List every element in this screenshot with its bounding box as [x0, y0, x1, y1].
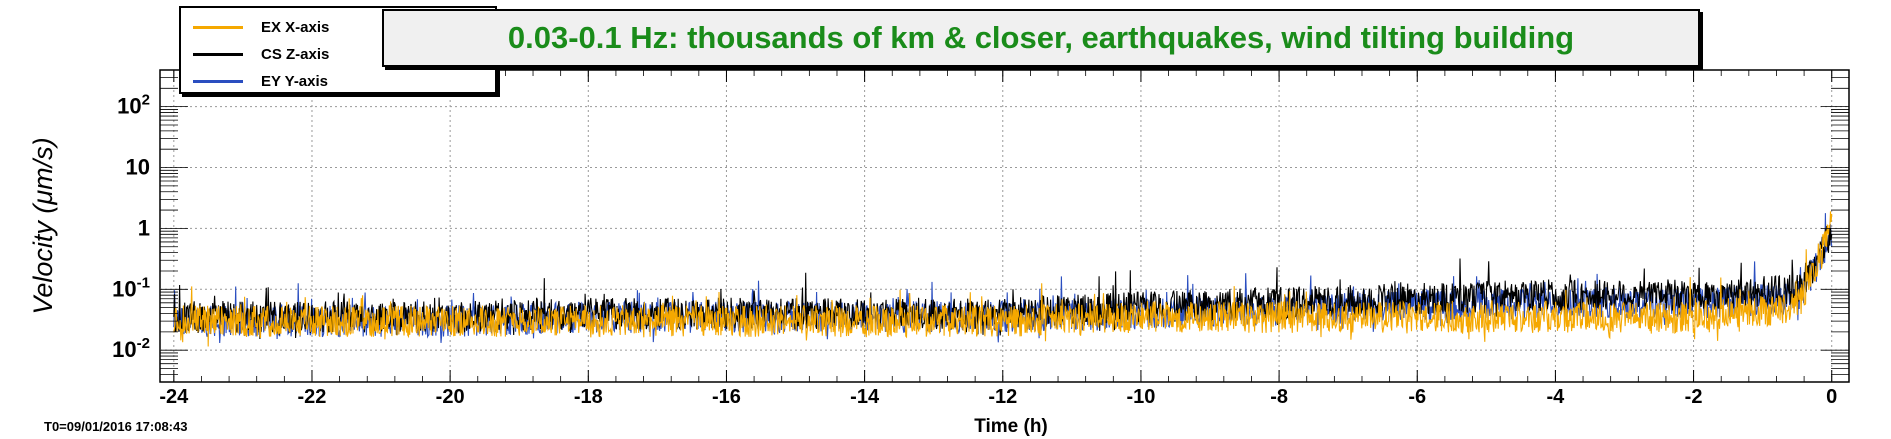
- x-tick-label: -20: [436, 386, 465, 408]
- x-tick-label: -4: [1547, 386, 1566, 408]
- x-tick-label: -22: [298, 386, 327, 408]
- x-tick-label: -10: [1126, 386, 1155, 408]
- legend-label-cs: CS Z-axis: [261, 45, 330, 63]
- x-tick-label: -14: [850, 386, 880, 408]
- x-tick-label: -8: [1270, 386, 1288, 408]
- plot-frame: [159, 69, 1850, 383]
- series-line-ex: [173, 211, 1833, 347]
- y-tick-label: 1: [138, 215, 150, 240]
- x-tick-label: -18: [574, 386, 603, 408]
- legend-swatch-cs: [193, 52, 243, 56]
- x-axis-label: Time (h): [974, 416, 1048, 437]
- x-tick-label: 0: [1826, 386, 1837, 408]
- x-tick-label: -16: [712, 386, 741, 408]
- series-layer: [173, 211, 1833, 347]
- y-tick-label: 102: [117, 92, 150, 119]
- legend-swatch-ey: [193, 79, 243, 83]
- x-tick-label: -24: [159, 386, 189, 408]
- y-tick-label: 10-1: [112, 274, 150, 301]
- tick-layer: [160, 69, 1849, 383]
- x-tick-label: -2: [1685, 386, 1703, 408]
- legend-swatch-ex: [193, 25, 243, 29]
- x-tick-label: -6: [1408, 386, 1426, 408]
- y-tick-label: 10: [126, 155, 150, 180]
- chart-title: 0.03-0.1 Hz: thousands of km & closer, e…: [507, 20, 1575, 55]
- legend-entry-ex: EX X-axis: [193, 14, 329, 40]
- chart-title-box: 0.03-0.1 Hz: thousands of km & closer, e…: [382, 9, 1700, 67]
- tick-label-layer: -24 -22 -20 -18 -16 -14 -12 -10 -8 -6 -4 -2 010-210-…: [112, 92, 1837, 408]
- y-axis-label: Velocity (μm/s): [28, 137, 58, 314]
- legend-entry-cs: CS Z-axis: [193, 41, 329, 67]
- y-tick-label: 10-2: [112, 335, 150, 362]
- legend-label-ex: EX X-axis: [261, 18, 330, 36]
- x-tick-label: -12: [988, 386, 1017, 408]
- legend-label-ey: EY Y-axis: [261, 72, 329, 90]
- t0-timestamp: T0=09/01/2016 17:08:43: [44, 419, 188, 434]
- legend-entry-ey: EY Y-axis: [193, 68, 328, 94]
